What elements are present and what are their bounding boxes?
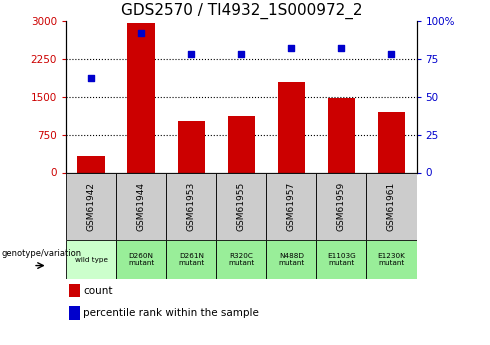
Bar <box>328 98 355 172</box>
Text: GSM61957: GSM61957 <box>287 181 296 231</box>
Text: percentile rank within the sample: percentile rank within the sample <box>83 308 259 318</box>
Text: D260N
mutant: D260N mutant <box>128 253 154 266</box>
Text: GSM61942: GSM61942 <box>87 181 96 231</box>
Point <box>338 45 345 51</box>
Point <box>187 51 195 57</box>
Text: GSM61961: GSM61961 <box>387 181 396 231</box>
Text: genotype/variation: genotype/variation <box>1 249 81 258</box>
Bar <box>317 240 367 279</box>
Bar <box>66 172 116 240</box>
Point <box>237 51 245 57</box>
Text: R320C
mutant: R320C mutant <box>228 253 254 266</box>
Bar <box>216 172 267 240</box>
Text: N488D
mutant: N488D mutant <box>278 253 304 266</box>
Bar <box>317 172 367 240</box>
Text: D261N
mutant: D261N mutant <box>178 253 204 266</box>
Text: GSM61944: GSM61944 <box>137 181 146 231</box>
Bar <box>367 240 416 279</box>
Bar <box>278 82 305 172</box>
Text: wild type: wild type <box>74 257 108 263</box>
Bar <box>378 112 405 172</box>
Bar <box>267 240 317 279</box>
Point <box>137 30 145 36</box>
Text: count: count <box>83 286 113 296</box>
Bar <box>69 306 80 320</box>
Point <box>87 76 95 81</box>
Text: E1103G
mutant: E1103G mutant <box>327 253 356 266</box>
Bar <box>267 172 317 240</box>
Bar <box>177 121 205 172</box>
Text: E1230K
mutant: E1230K mutant <box>377 253 405 266</box>
Bar <box>166 172 216 240</box>
Bar <box>66 240 116 279</box>
Bar <box>166 240 216 279</box>
Text: GSM61959: GSM61959 <box>337 181 346 231</box>
Text: GSM61955: GSM61955 <box>237 181 246 231</box>
Bar <box>216 240 267 279</box>
Bar <box>127 23 155 172</box>
Bar <box>77 156 105 172</box>
Text: GSM61953: GSM61953 <box>187 181 196 231</box>
Point <box>388 51 395 57</box>
Bar <box>367 172 416 240</box>
Bar <box>69 284 80 297</box>
Title: GDS2570 / TI4932_1S000972_2: GDS2570 / TI4932_1S000972_2 <box>121 3 362 19</box>
Point <box>288 45 295 51</box>
Bar <box>227 116 255 172</box>
Bar <box>116 240 166 279</box>
Bar <box>116 172 166 240</box>
